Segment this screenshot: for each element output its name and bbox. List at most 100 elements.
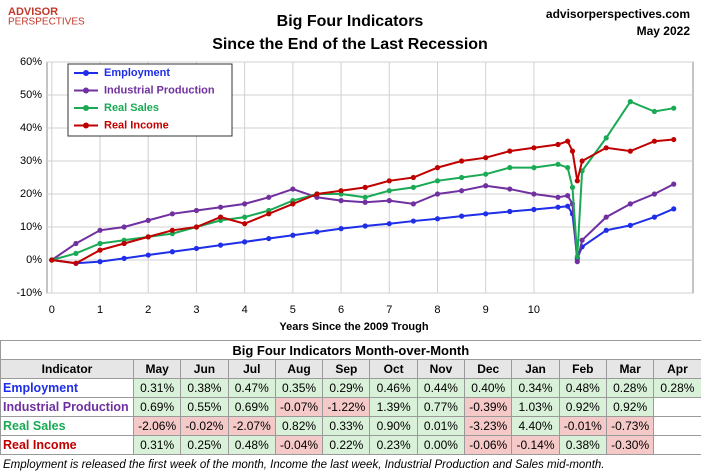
point <box>386 178 392 184</box>
point <box>73 250 79 256</box>
cell: 0.01% <box>416 416 466 436</box>
point <box>603 214 609 220</box>
point <box>671 206 677 212</box>
cell: 0.28% <box>605 378 655 398</box>
cell: 0.31% <box>132 378 182 398</box>
cell: -2.06% <box>132 416 182 436</box>
point <box>555 141 561 148</box>
y-tick-label: -10% <box>16 287 42 299</box>
point <box>483 171 489 177</box>
cell: 0.82% <box>274 416 324 436</box>
point <box>574 259 580 265</box>
cell: 0.44% <box>416 378 466 398</box>
cell: 0.35% <box>274 378 324 398</box>
cell: 0.48% <box>227 435 276 455</box>
point <box>458 188 465 194</box>
x-tick-label: 3 <box>193 304 199 316</box>
point <box>458 213 465 219</box>
point <box>565 165 571 171</box>
cell: 0.55% <box>180 397 229 417</box>
cell: 0.48% <box>558 378 607 398</box>
point <box>531 191 537 197</box>
point <box>569 148 576 154</box>
point <box>121 240 127 247</box>
cell: 0.69% <box>227 397 276 417</box>
chart: ADVISOR PERSPECTIVES Big Four Indicators… <box>8 6 694 333</box>
cell: 0.38% <box>180 378 229 398</box>
cell: -0.73% <box>605 416 655 436</box>
cell: -0.14% <box>511 435 560 455</box>
legend-marker <box>83 87 89 94</box>
point <box>386 188 392 194</box>
row-label: Real Income <box>0 435 134 455</box>
cell: 0.92% <box>558 397 607 417</box>
column-header: Aug <box>274 359 324 379</box>
point <box>671 181 677 187</box>
cell: 0.33% <box>322 416 371 436</box>
point <box>97 247 103 253</box>
point <box>266 235 272 242</box>
legend-marker <box>83 70 89 76</box>
point <box>242 201 248 207</box>
table-title: Big Four Indicators Month-over-Month <box>0 340 701 360</box>
cell: 0.47% <box>227 378 276 398</box>
point <box>242 221 248 227</box>
column-header: Feb <box>558 359 607 379</box>
site: advisorperspectives.com <box>546 7 690 21</box>
cell: 0.00% <box>416 435 466 455</box>
point <box>410 201 416 207</box>
cell: 0.77% <box>416 397 466 417</box>
logo: ADVISOR <box>8 6 58 18</box>
column-header: Jul <box>227 359 276 379</box>
cell: 0.29% <box>322 378 371 398</box>
point <box>555 161 561 167</box>
point <box>97 227 103 233</box>
x-tick-label: 0 <box>49 304 55 316</box>
point <box>507 148 513 154</box>
point <box>338 188 344 194</box>
legend-label: Real Sales <box>104 102 159 114</box>
table-row: Industrial Production 0.69% 0.55% 0.69% -0.0… <box>0 397 701 417</box>
row-label: Real Sales <box>0 416 134 436</box>
y-tick-label: 40% <box>20 122 42 134</box>
cell: 0.28% <box>653 378 701 398</box>
point <box>242 214 248 220</box>
column-header: Jun <box>180 359 229 379</box>
x-axis-label: Years Since the 2009 Trough <box>279 321 428 333</box>
footnote: Employment is released the first week of… <box>3 459 605 471</box>
cell: -0.30% <box>605 435 655 455</box>
point <box>410 184 416 190</box>
point <box>434 191 441 197</box>
y-tick-label: 0% <box>26 254 42 266</box>
cell: 1.03% <box>511 397 560 417</box>
column-header: Oct <box>369 359 418 379</box>
date: May 2022 <box>637 24 691 38</box>
cell: 0.46% <box>369 378 418 398</box>
point <box>97 259 103 265</box>
point <box>434 216 441 222</box>
point <box>627 222 633 228</box>
x-tick-label: 6 <box>338 304 344 316</box>
point <box>574 178 580 184</box>
point <box>386 198 392 204</box>
point <box>193 245 200 252</box>
cell: -0.39% <box>464 397 513 417</box>
point <box>169 211 175 217</box>
point <box>169 227 175 233</box>
point <box>145 217 151 223</box>
y-tick-label: 10% <box>20 221 42 233</box>
point <box>362 194 368 200</box>
cell: -0.07% <box>274 397 324 417</box>
empty-cell <box>653 435 701 455</box>
point <box>569 184 576 190</box>
point <box>651 138 658 144</box>
x-tick-label: 1 <box>97 304 103 316</box>
point <box>651 214 658 220</box>
point <box>169 249 175 255</box>
point <box>603 227 609 233</box>
y-tick-label: 60% <box>20 56 42 68</box>
legend-box <box>67 63 233 137</box>
point <box>627 148 633 154</box>
point <box>73 240 79 247</box>
